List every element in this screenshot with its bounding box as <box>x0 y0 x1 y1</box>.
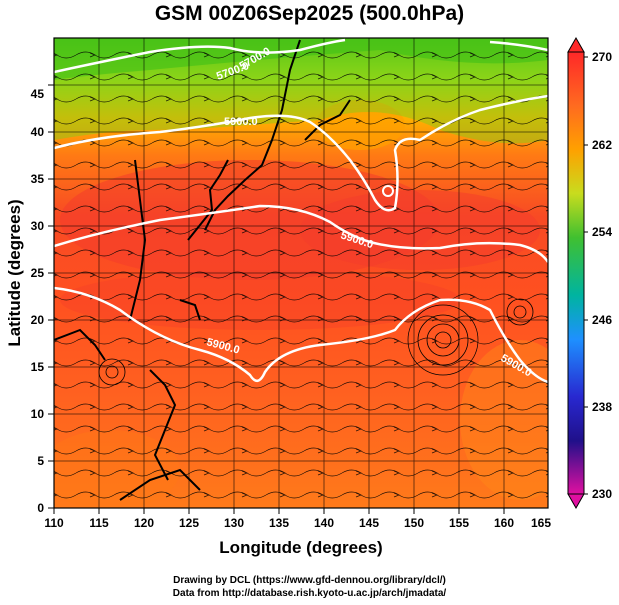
y-tick-label: 20 <box>31 313 45 327</box>
y-tick-label: 45 <box>31 87 45 101</box>
y-tick-label: 30 <box>31 219 45 233</box>
eddy-vortex <box>506 298 534 326</box>
x-tick-label: 140 <box>314 516 334 530</box>
colorbar-label: 262 <box>592 138 612 152</box>
x-tick-label: 135 <box>269 516 289 530</box>
x-tick-label: 145 <box>359 516 379 530</box>
x-tick-label: 130 <box>224 516 244 530</box>
colorbar-label: 238 <box>592 400 612 414</box>
colorbar-bottom-arrow <box>567 493 585 510</box>
y-tick-label: 5 <box>37 454 44 468</box>
colorbar: 270 262 254 246 238 230 <box>567 36 612 510</box>
contour-5900-south <box>54 286 548 384</box>
temperature-field <box>54 38 548 508</box>
colorbar-label: 246 <box>592 313 612 327</box>
y-tick-label: 0 <box>37 501 44 515</box>
colorbar-scale <box>567 51 585 495</box>
colorbar-label: 230 <box>592 487 612 501</box>
colorbar-top-arrow <box>567 36 585 53</box>
y-tick-label: 40 <box>31 125 45 139</box>
y-tick-label: 10 <box>31 407 45 421</box>
x-tick-label: 110 <box>44 516 64 530</box>
x-tick-label: 160 <box>494 516 514 530</box>
x-tick-label: 125 <box>179 516 199 530</box>
x-tick-label: 120 <box>134 516 154 530</box>
credit-data-source: Data from http://database.rish.kyoto-u.a… <box>172 588 447 599</box>
x-tick-label: 155 <box>449 516 469 530</box>
x-tick-label: 115 <box>89 516 109 530</box>
y-tick-label: 35 <box>31 172 45 186</box>
x-tick-label: 165 <box>531 516 551 530</box>
contour-5700 <box>54 38 346 74</box>
contour-5900-mid <box>54 204 548 263</box>
contour-label-5900-north: 5900.0 <box>224 116 258 128</box>
credit-dcl: Drawing by DCL (https://www.gfd-dennou.o… <box>173 575 446 586</box>
axis-ticks <box>48 84 505 514</box>
colorbar-label: 270 <box>592 50 612 64</box>
map-title: GSM 00Z06Sep2025 (500.0hPa) <box>154 2 465 25</box>
colorbar-label: 254 <box>592 225 612 239</box>
y-tick-labels: 0 5 10 15 20 25 30 35 40 45 <box>31 87 45 515</box>
contour-5900-north <box>54 94 548 212</box>
height-contours <box>54 38 548 384</box>
coastlines <box>54 39 351 501</box>
closed-contour <box>382 185 394 197</box>
y-tick-label: 25 <box>31 266 45 280</box>
x-tick-label: 150 <box>404 516 424 530</box>
y-tick-label: 15 <box>31 360 45 374</box>
contour-5700-east <box>489 40 548 52</box>
y-axis-title: Latitude (degrees) <box>5 199 24 346</box>
map-figure: 5700.0 5700.0 5900.0 5900.0 5900.0 5900.… <box>5 36 612 557</box>
x-axis-title: Longitude (degrees) <box>219 538 382 557</box>
x-tick-labels: 110 115 120 125 130 135 140 145 150 155 … <box>44 516 551 530</box>
